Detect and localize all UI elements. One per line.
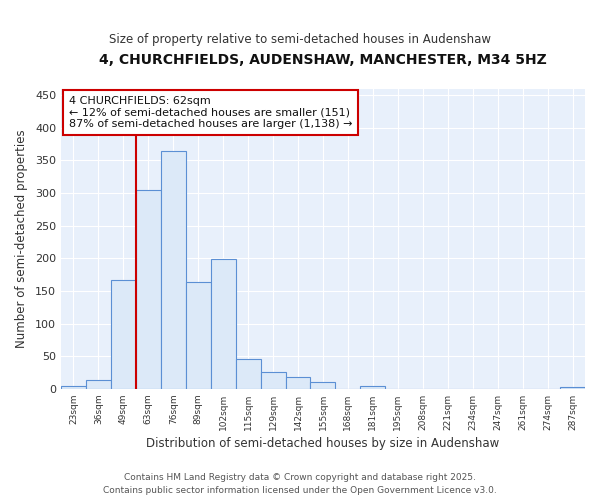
- Text: Contains HM Land Registry data © Crown copyright and database right 2025.
Contai: Contains HM Land Registry data © Crown c…: [103, 474, 497, 495]
- Bar: [361, 386, 385, 389]
- Bar: [186, 282, 211, 389]
- Bar: [286, 377, 310, 389]
- Text: 4 CHURCHFIELDS: 62sqm
← 12% of semi-detached houses are smaller (151)
87% of sem: 4 CHURCHFIELDS: 62sqm ← 12% of semi-deta…: [69, 96, 352, 129]
- Bar: [260, 372, 286, 389]
- Bar: [161, 150, 186, 389]
- Bar: [310, 382, 335, 389]
- Bar: [86, 380, 111, 389]
- Bar: [136, 190, 161, 389]
- Title: 4, CHURCHFIELDS, AUDENSHAW, MANCHESTER, M34 5HZ: 4, CHURCHFIELDS, AUDENSHAW, MANCHESTER, …: [99, 52, 547, 66]
- X-axis label: Distribution of semi-detached houses by size in Audenshaw: Distribution of semi-detached houses by …: [146, 437, 500, 450]
- Bar: [236, 360, 260, 389]
- Y-axis label: Number of semi-detached properties: Number of semi-detached properties: [15, 130, 28, 348]
- Text: Size of property relative to semi-detached houses in Audenshaw: Size of property relative to semi-detach…: [109, 32, 491, 46]
- Bar: [111, 280, 136, 389]
- Bar: [211, 259, 236, 389]
- Bar: [560, 387, 585, 389]
- Bar: [61, 386, 86, 389]
